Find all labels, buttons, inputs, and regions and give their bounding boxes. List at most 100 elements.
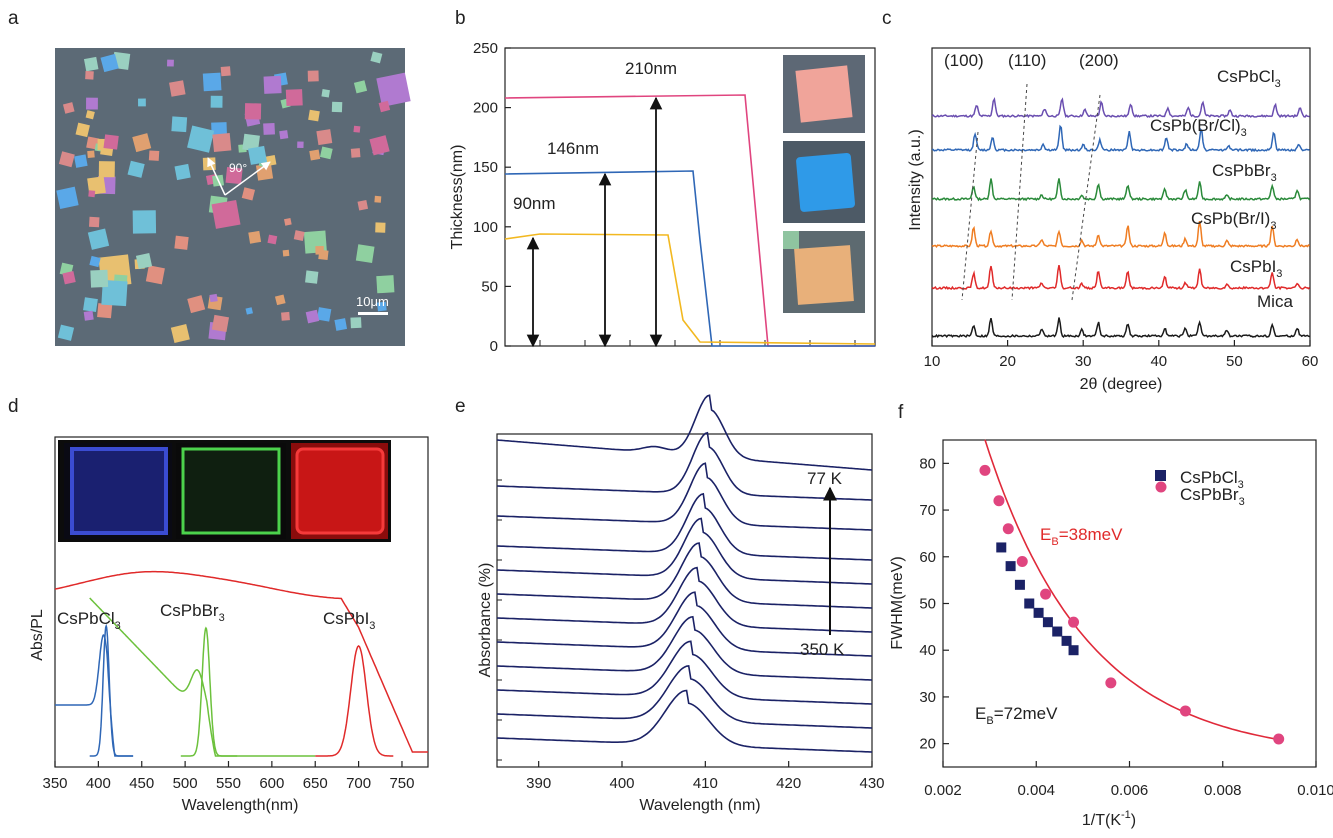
xtick-label: 750 bbox=[389, 775, 414, 792]
flake bbox=[88, 190, 96, 198]
panel-f-chart: 0.002 0.004 0.006 0.008 0.01020304050607080 … bbox=[889, 439, 1333, 829]
flake bbox=[85, 70, 94, 80]
absorbance-curve bbox=[496, 591, 873, 657]
series-label-CsPbI3: CsPbI3 bbox=[1230, 257, 1282, 280]
flake bbox=[167, 59, 174, 67]
flake bbox=[87, 150, 95, 159]
point-CsPbBr3 bbox=[1273, 733, 1285, 745]
xtick-label: 650 bbox=[303, 775, 328, 792]
flake bbox=[187, 295, 206, 314]
xtick-label: 0.010 bbox=[1297, 782, 1333, 799]
panel-label-b: b bbox=[455, 8, 466, 29]
flake bbox=[307, 70, 319, 82]
label-EB-38: EB=38meV bbox=[1040, 525, 1123, 548]
flake bbox=[87, 228, 110, 250]
panel-b-ylabel: Thickness(nm) bbox=[449, 145, 466, 250]
fit-curve-CsPbBr3 bbox=[984, 439, 1279, 741]
line-146nm bbox=[504, 170, 875, 347]
flake bbox=[103, 134, 119, 150]
point-CsPbBr3 bbox=[1040, 588, 1052, 600]
xrd-curve-Mica bbox=[931, 317, 1310, 339]
flake bbox=[210, 95, 223, 108]
flake bbox=[187, 125, 215, 153]
xtick-label: 0.004 bbox=[1017, 782, 1055, 799]
label-77K: 77 K bbox=[807, 469, 843, 488]
point-CsPbCl3 bbox=[1014, 579, 1025, 590]
point-CsPbCl3 bbox=[1052, 626, 1063, 637]
ytick-label: 30 bbox=[919, 689, 936, 706]
flake bbox=[350, 317, 362, 329]
ytick-label: 200 bbox=[473, 100, 498, 117]
flake bbox=[171, 116, 188, 133]
flake bbox=[316, 307, 332, 322]
flake bbox=[353, 80, 368, 94]
flake bbox=[57, 324, 75, 341]
guide-line-200 bbox=[1071, 94, 1101, 301]
point-CsPbBr3 bbox=[1068, 616, 1080, 628]
absorbance-curve bbox=[496, 462, 873, 531]
flake bbox=[83, 310, 94, 321]
flake bbox=[83, 56, 99, 72]
xtick-label: 500 bbox=[173, 775, 198, 792]
point-CsPbBr3 bbox=[993, 495, 1005, 507]
abs-curve-CsPbI3 bbox=[54, 570, 428, 753]
label-CsPbBr3: CsPbBr3 bbox=[160, 601, 225, 624]
legend-label-CsPbCl3: CsPbCl3 bbox=[1180, 468, 1244, 491]
flake bbox=[56, 186, 79, 210]
absorbance-curve bbox=[496, 542, 873, 609]
ytick-label: 250 bbox=[473, 40, 498, 57]
xtick-label: 600 bbox=[259, 775, 284, 792]
pl-image-green bbox=[181, 447, 281, 535]
absorbance-curve bbox=[496, 664, 873, 729]
legend-marker-CsPbCl3 bbox=[1155, 470, 1166, 481]
label-CsPbI3: CsPbI3 bbox=[323, 609, 375, 632]
xtick-label: 410 bbox=[693, 775, 718, 792]
inset-flake-pink-square bbox=[795, 65, 853, 123]
flake bbox=[135, 253, 153, 270]
point-CsPbCl3 bbox=[1042, 617, 1053, 628]
peak-label-110: (110) bbox=[1008, 51, 1046, 70]
flake bbox=[331, 101, 343, 113]
peak-label-100: (100) bbox=[944, 51, 984, 70]
absorbance-curve bbox=[496, 431, 873, 501]
pl-curve-CsPbCl3 bbox=[89, 623, 134, 757]
panel-e-xlabel: Wavelength (nm) bbox=[639, 797, 760, 814]
absorbance-curve bbox=[496, 615, 873, 681]
ytick-label: 100 bbox=[473, 219, 498, 236]
scale-bar bbox=[358, 312, 388, 315]
line-90nm bbox=[504, 233, 876, 345]
xtick-label: 430 bbox=[859, 775, 884, 792]
panel-d-xlabel: Wavelength(nm) bbox=[182, 797, 299, 814]
flake bbox=[376, 72, 411, 107]
flake bbox=[169, 80, 186, 97]
angle-label: 90° bbox=[229, 161, 247, 175]
guide-line-100 bbox=[961, 131, 979, 301]
panel-d-frame bbox=[54, 436, 429, 768]
point-CsPbBr3 bbox=[1179, 705, 1191, 717]
absorbance-curve bbox=[496, 566, 873, 633]
flake bbox=[244, 103, 262, 120]
panel-c-frame bbox=[931, 47, 1311, 347]
point-CsPbBr3 bbox=[1105, 677, 1117, 689]
flake bbox=[334, 318, 348, 331]
flake bbox=[297, 141, 304, 149]
flake bbox=[100, 53, 119, 73]
flake bbox=[263, 123, 275, 135]
flake bbox=[378, 100, 391, 113]
ytick-label: 150 bbox=[473, 159, 498, 176]
flake bbox=[90, 269, 109, 288]
flake bbox=[281, 311, 290, 321]
panel-label-d: d bbox=[8, 396, 19, 417]
point-CsPbBr3 bbox=[1016, 555, 1028, 567]
flake bbox=[132, 133, 152, 153]
flake bbox=[321, 89, 330, 98]
panel-label-c: c bbox=[882, 8, 892, 29]
inset-flake-blue-square bbox=[796, 152, 856, 212]
flake bbox=[62, 271, 76, 285]
flake bbox=[374, 195, 382, 203]
flake bbox=[211, 314, 230, 333]
panel-c-chart: 10 20 30 40 50 60 Intensity (a.u.) 2θ (degree… bbox=[907, 47, 1318, 393]
panel-label-a: a bbox=[8, 8, 19, 29]
xtick-label: 0.006 bbox=[1111, 782, 1149, 799]
ytick-label: 0 bbox=[490, 338, 498, 355]
